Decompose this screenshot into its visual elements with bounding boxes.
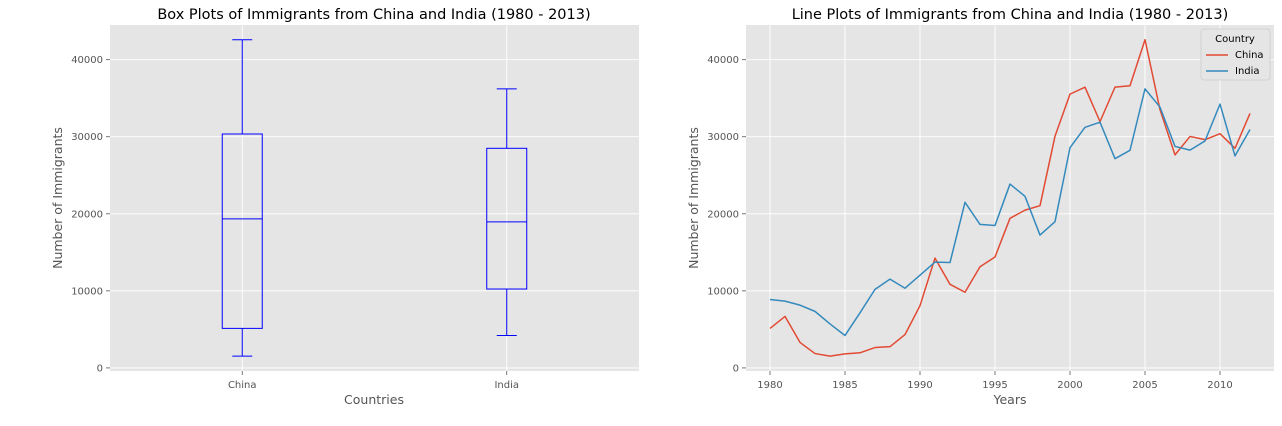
line-plot-y-tick-label: 30000: [707, 132, 739, 143]
legend: Country China India: [1200, 28, 1271, 81]
legend-frame: [1200, 28, 1271, 81]
box-plot-background: [110, 25, 639, 371]
line-plot-y-tick-label: 40000: [707, 55, 739, 66]
legend-title: Country: [1215, 34, 1255, 45]
line-plot-background: [746, 25, 1274, 371]
box-china: [221, 39, 263, 357]
line-plot-y-axis-label: Number of Immigrants: [686, 127, 701, 269]
line-plot-x-tick-label: 2005: [1132, 380, 1157, 391]
line-plot-x-axis-label: Years: [993, 392, 1027, 407]
legend-label-india: India: [1235, 66, 1260, 77]
line-plot-series: [769, 39, 1251, 357]
line-plot-x-tick-label: 2010: [1207, 380, 1232, 391]
box-plot-y-axis-label: Number of Immigrants: [50, 127, 65, 269]
line-plot-x-tick-label: 1995: [982, 380, 1007, 391]
legend-label-china: China: [1235, 50, 1264, 61]
box-plot-x-tick-label: China: [228, 380, 257, 391]
box-plot-y-tick-label: 20000: [71, 209, 103, 220]
series-line-china: [769, 39, 1251, 357]
line-plot-x-tick-label: 2000: [1057, 380, 1082, 391]
box-plot-ticks: 0 10000 20000 30000 40000 China India: [71, 55, 519, 391]
box-plot-y-tick-label: 0: [97, 363, 103, 374]
line-plot-x-tick-label: 1980: [757, 380, 782, 391]
line-plot-panel: 0 10000 20000 30000 40000 1980 1985 1990 1995 200…: [686, 7, 1274, 407]
box-plot-panel: 0 10000 20000 30000 40000 China India Box Plot…: [50, 7, 639, 407]
line-plot-y-tick-label: 0: [733, 363, 739, 374]
line-plot-x-tick-label: 1985: [832, 380, 857, 391]
box-plot-boxes: [221, 39, 528, 357]
series-line-india: [769, 88, 1251, 337]
box-india: [486, 88, 528, 336]
line-plot-ticks: 0 10000 20000 30000 40000 1980 1985 1990 1995 200…: [707, 55, 1233, 391]
box-plot-y-tick-label: 10000: [71, 286, 103, 297]
box-plot-title: Box Plots of Immigrants from China and I…: [157, 7, 590, 23]
box-plot-y-tick-label: 40000: [71, 55, 103, 66]
line-plot-y-tick-label: 10000: [707, 286, 739, 297]
line-plot-title: Line Plots of Immigrants from China and …: [792, 7, 1229, 23]
box-plot-x-tick-label: India: [494, 380, 519, 391]
line-plot-gridlines: [746, 25, 1274, 371]
box-plot-x-axis-label: Countries: [344, 392, 404, 407]
box-plot-y-tick-label: 30000: [71, 132, 103, 143]
line-plot-y-tick-label: 20000: [707, 209, 739, 220]
line-plot-x-tick-label: 1990: [907, 380, 932, 391]
